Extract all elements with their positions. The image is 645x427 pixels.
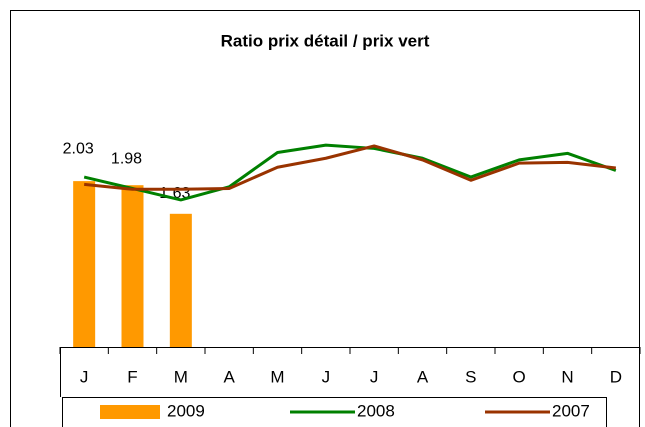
line [83, 143, 617, 202]
chart-title: Ratio prix détail / prix vert [221, 31, 430, 50]
legend-label: 2009 [167, 401, 205, 420]
x-tick-label: J [322, 367, 331, 386]
legend-label: 2007 [552, 401, 590, 420]
chart-border [10, 10, 640, 427]
x-tick-label: J [80, 367, 89, 386]
x-tick-label: S [465, 367, 476, 386]
x-tick-label: A [223, 367, 235, 386]
x-tick-label: J [370, 367, 379, 386]
x-tick-label: N [561, 367, 573, 386]
legend-swatch [100, 405, 160, 419]
bar [169, 213, 192, 347]
data-label: 1.98 [111, 150, 142, 167]
bar [73, 181, 96, 347]
line [84, 144, 617, 191]
x-tick-label: F [127, 367, 137, 386]
bar [121, 185, 144, 347]
x-tick-label: A [417, 367, 429, 386]
x-tick-label: D [610, 367, 622, 386]
legend-label: 2008 [357, 401, 395, 420]
data-label: 2.03 [63, 140, 94, 157]
x-tick-label: O [513, 367, 526, 386]
x-tick-label: M [174, 367, 188, 386]
x-tick-label: M [270, 367, 284, 386]
